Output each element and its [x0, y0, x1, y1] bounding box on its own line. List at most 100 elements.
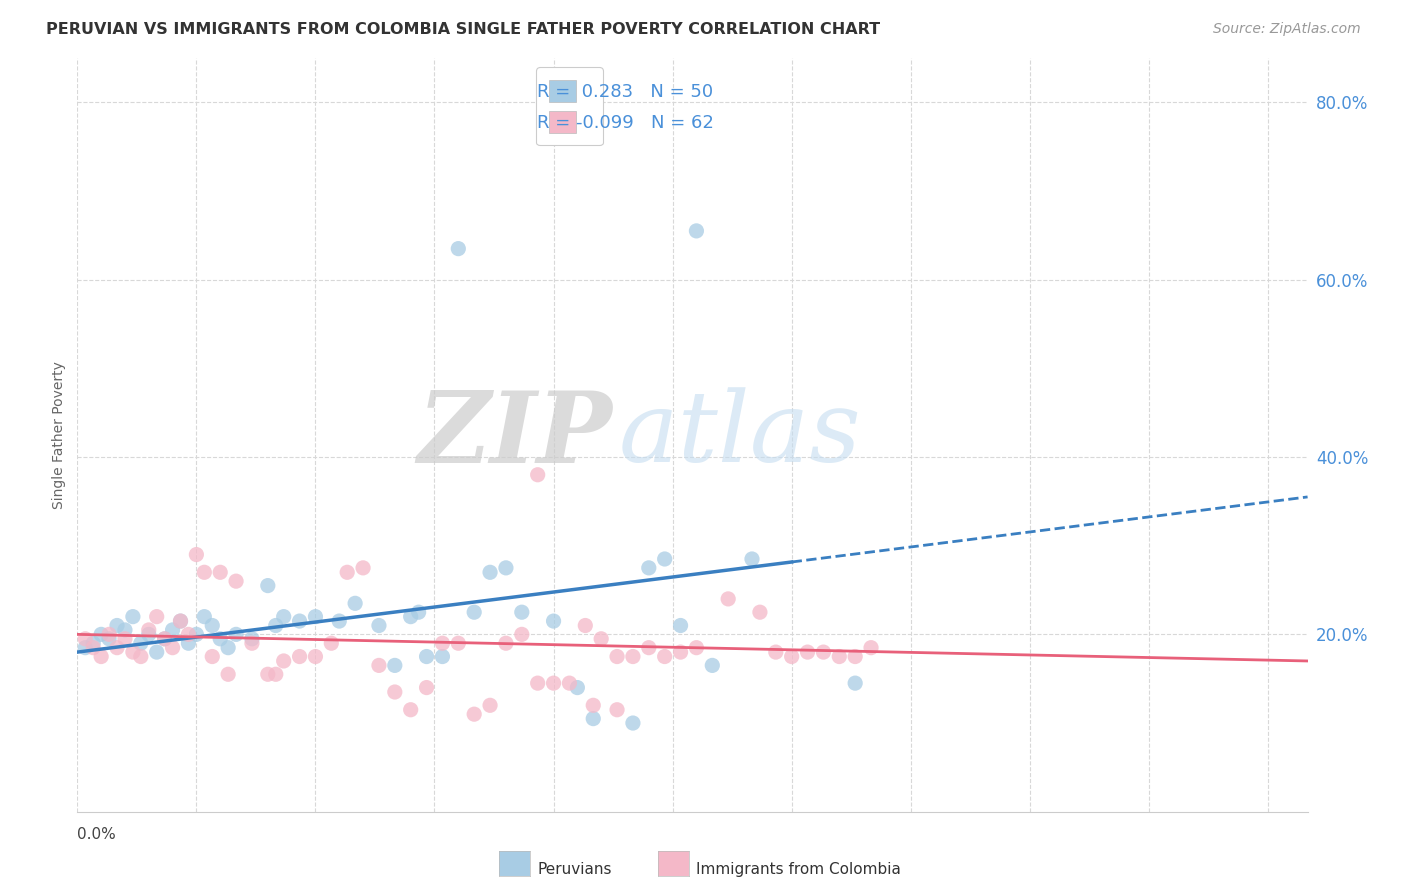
- Point: [813, 645, 835, 659]
- Point: [153, 632, 176, 646]
- Point: [82, 636, 104, 650]
- Point: [463, 707, 485, 722]
- Point: [75, 640, 97, 655]
- Point: [526, 467, 548, 482]
- Point: [328, 614, 350, 628]
- Point: [399, 609, 422, 624]
- Point: [75, 632, 97, 646]
- Point: [209, 566, 232, 580]
- Point: [780, 649, 803, 664]
- Point: [273, 609, 295, 624]
- Point: [193, 566, 215, 580]
- Point: [479, 566, 502, 580]
- Point: [637, 561, 659, 575]
- Point: [582, 712, 605, 726]
- Point: [621, 716, 644, 731]
- Point: [193, 609, 215, 624]
- Point: [90, 627, 112, 641]
- Text: Immigrants from Colombia: Immigrants from Colombia: [696, 863, 901, 877]
- Point: [169, 614, 191, 628]
- Point: [654, 649, 676, 664]
- Point: [567, 681, 589, 695]
- Point: [621, 649, 644, 664]
- Point: [741, 552, 763, 566]
- Point: [186, 548, 208, 562]
- Point: [217, 667, 239, 681]
- Point: [844, 676, 866, 690]
- Point: [114, 623, 136, 637]
- Point: [129, 649, 152, 664]
- Text: Source: ZipAtlas.com: Source: ZipAtlas.com: [1213, 22, 1361, 37]
- Point: [162, 640, 184, 655]
- Point: [765, 645, 787, 659]
- Point: [138, 627, 160, 641]
- Point: [796, 645, 818, 659]
- Point: [82, 640, 104, 655]
- Point: [543, 676, 565, 690]
- Point: [225, 627, 247, 641]
- Text: 0.0%: 0.0%: [77, 827, 117, 842]
- Point: [685, 224, 707, 238]
- Point: [860, 640, 883, 655]
- Point: [510, 605, 533, 619]
- Point: [654, 552, 676, 566]
- Point: [201, 618, 224, 632]
- Point: [432, 649, 454, 664]
- Point: [145, 609, 167, 624]
- Text: ZIP: ZIP: [418, 386, 613, 483]
- Point: [177, 636, 200, 650]
- Point: [336, 566, 359, 580]
- Point: [240, 632, 263, 646]
- Point: [98, 632, 121, 646]
- Point: [201, 649, 224, 664]
- Point: [384, 658, 406, 673]
- Text: R = -0.099   N = 62: R = -0.099 N = 62: [537, 114, 714, 132]
- Point: [669, 618, 692, 632]
- Point: [408, 605, 430, 619]
- Point: [844, 649, 866, 664]
- Point: [637, 640, 659, 655]
- Point: [138, 623, 160, 637]
- Point: [352, 561, 374, 575]
- Point: [702, 658, 724, 673]
- Point: [177, 627, 200, 641]
- Point: [90, 649, 112, 664]
- Point: [828, 649, 851, 664]
- Point: [256, 667, 278, 681]
- Y-axis label: Single Father Poverty: Single Father Poverty: [52, 361, 66, 508]
- Text: Peruvians: Peruvians: [537, 863, 612, 877]
- Point: [685, 640, 707, 655]
- Point: [162, 623, 184, 637]
- Point: [273, 654, 295, 668]
- Point: [463, 605, 485, 619]
- Text: R =  0.283   N = 50: R = 0.283 N = 50: [537, 83, 713, 101]
- Point: [217, 640, 239, 655]
- Point: [240, 636, 263, 650]
- Point: [748, 605, 770, 619]
- Point: [321, 636, 343, 650]
- Point: [526, 676, 548, 690]
- Text: PERUVIAN VS IMMIGRANTS FROM COLOMBIA SINGLE FATHER POVERTY CORRELATION CHART: PERUVIAN VS IMMIGRANTS FROM COLOMBIA SIN…: [46, 22, 880, 37]
- Point: [591, 632, 613, 646]
- Point: [447, 242, 470, 256]
- Point: [495, 636, 517, 650]
- Point: [264, 618, 287, 632]
- Point: [129, 636, 152, 650]
- Point: [447, 636, 470, 650]
- Point: [145, 645, 167, 659]
- Point: [574, 618, 596, 632]
- Legend: , : ,: [536, 67, 603, 145]
- Point: [384, 685, 406, 699]
- Point: [558, 676, 581, 690]
- Point: [510, 627, 533, 641]
- Point: [304, 649, 326, 664]
- Point: [209, 632, 232, 646]
- Point: [304, 609, 326, 624]
- Text: atlas: atlas: [619, 387, 862, 483]
- Point: [368, 618, 391, 632]
- Point: [288, 649, 311, 664]
- Point: [225, 574, 247, 589]
- Point: [606, 649, 628, 664]
- Point: [582, 698, 605, 713]
- Point: [415, 681, 437, 695]
